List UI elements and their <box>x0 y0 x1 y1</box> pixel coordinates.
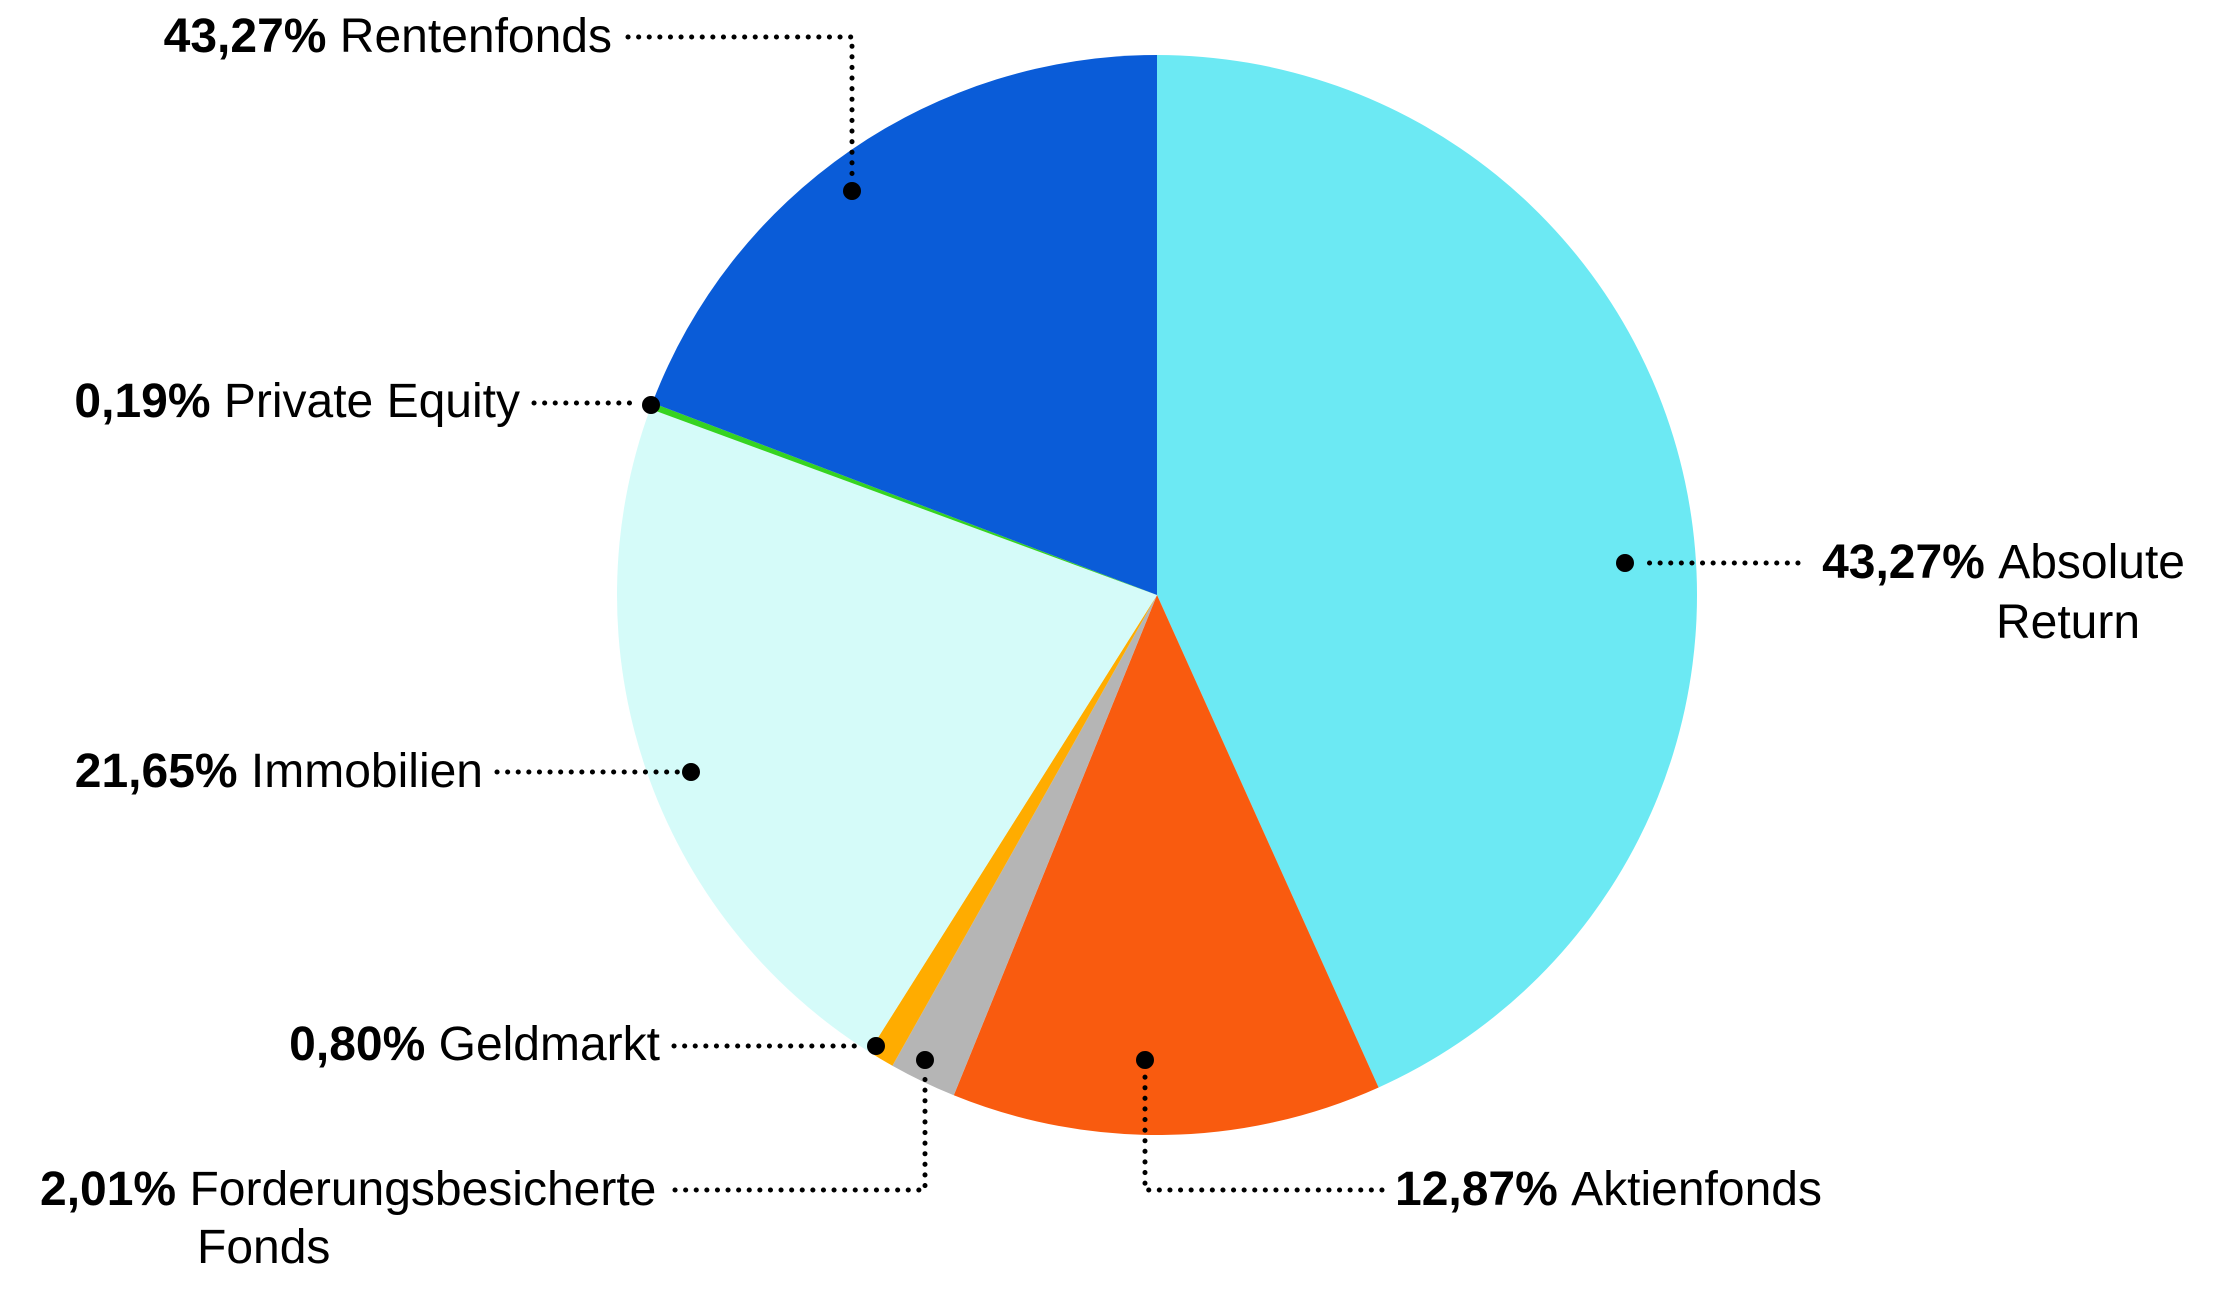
slice-label-absolute-return-line2: Return <box>1996 596 2140 649</box>
callout-dot-forderungsbesicherte-fonds <box>916 1051 934 1069</box>
pie-slice-absolute-return <box>1157 54 1698 1088</box>
slice-label-private-equity-line1: 0,19% Private Equity <box>74 375 520 428</box>
slice-label-forderungsbesicherte-fonds-line2: Fonds <box>197 1221 330 1274</box>
pie-slices-group <box>616 54 1698 1136</box>
callout-lines-group <box>494 34 1801 1193</box>
slice-labels-group: 43,27% Absolute Return 12,87% Aktienfonds 2… <box>40 10 2185 1274</box>
callout-dot-private-equity <box>642 396 660 414</box>
callout-dot-immobilien <box>682 763 700 781</box>
pie-slice-private-equity <box>650 402 1157 595</box>
callout-line-forderungsbesicherte-fonds <box>672 1072 928 1193</box>
slice-label-rentenfonds-line1: 43,27% Rentenfonds <box>164 10 612 63</box>
callout-dot-absolute-return <box>1616 554 1634 572</box>
callout-dot-aktienfonds <box>1136 1051 1154 1069</box>
pie-slice-geldmarkt <box>869 595 1157 1066</box>
slice-label-immobilien-line1: 21,65% Immobilien <box>75 745 483 798</box>
pie-slice-immobilien <box>616 408 1157 1052</box>
pie-slice-forderungsbesicherte-fonds <box>892 595 1157 1096</box>
callout-dot-rentenfonds <box>843 182 861 200</box>
callout-dot-geldmarkt <box>867 1037 885 1055</box>
pie-slice-aktienfonds <box>953 595 1379 1136</box>
callout-line-rentenfonds <box>625 34 855 181</box>
pie-slice-rentenfonds <box>652 55 1157 595</box>
slice-label-geldmarkt-line1: 0,80% Geldmarkt <box>289 1018 660 1071</box>
slice-label-forderungsbesicherte-fonds-line1: 2,01% Forderungsbesicherte <box>40 1163 656 1216</box>
slice-label-absolute-return-line1: 43,27% Absolute <box>1822 536 2185 589</box>
slice-label-aktienfonds-line1: 12,87% Aktienfonds <box>1395 1163 1822 1216</box>
